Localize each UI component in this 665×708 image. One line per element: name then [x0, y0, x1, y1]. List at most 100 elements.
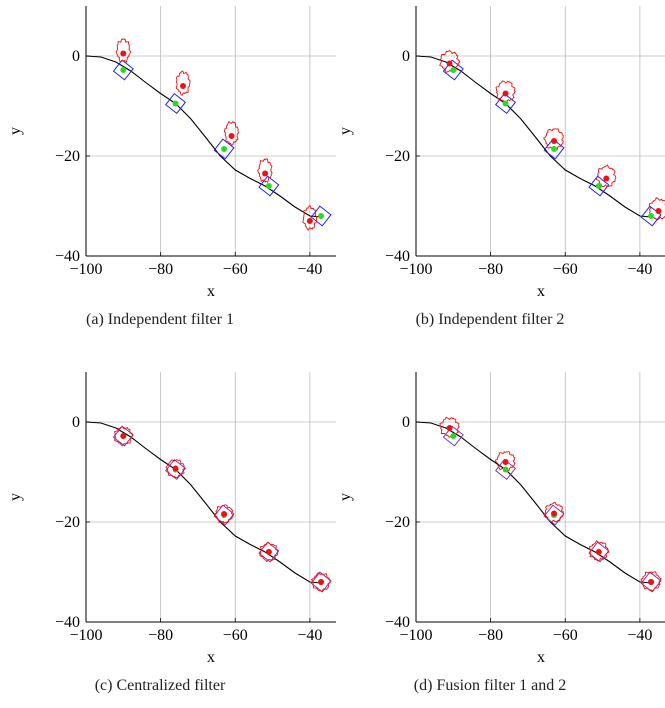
estimate-point — [306, 218, 313, 224]
estimate-contour — [648, 196, 665, 221]
truth-point — [318, 213, 325, 219]
estimate-contour — [257, 158, 273, 183]
y-tick-label: −20 — [385, 514, 410, 531]
estimate-contour — [214, 504, 234, 524]
estimate-contour — [595, 164, 617, 188]
x-tick-label: −100 — [399, 261, 432, 278]
uncertainty-box — [213, 138, 235, 160]
estimate-contour — [302, 204, 318, 232]
caption-panel-a: (a) Independent filter 1 — [86, 311, 234, 328]
truth-point — [502, 100, 509, 107]
estimate-point — [262, 170, 269, 177]
truth-point — [551, 146, 558, 152]
y-axis-label: y — [337, 493, 354, 501]
uncertainty-box — [495, 92, 517, 115]
panel-b: −100 −80 −60 −40 0 −20 −40 x y — [330, 0, 665, 300]
y-tick-label: 0 — [402, 48, 410, 65]
estimate-point — [502, 459, 509, 465]
trajectory-line — [415, 55, 652, 218]
truth-point — [172, 100, 179, 107]
x-tick-label: −100 — [399, 627, 432, 644]
truth-point — [450, 67, 457, 73]
estimate-contour — [165, 459, 185, 479]
uncertainty-box — [640, 205, 662, 227]
estimate-point — [446, 60, 453, 67]
x-tick-label: −80 — [148, 261, 173, 278]
panel-c: −100 −80 −60 −40 0 −20 −40 x y — [0, 366, 336, 666]
estimate-point — [120, 50, 127, 57]
chart-panel-a: −100 −80 −60 −40 0 −20 −40 x y — [7, 6, 336, 300]
uncertainty-box — [495, 458, 517, 481]
uncertainty-box — [588, 541, 610, 563]
x-tick-label: −60 — [553, 261, 578, 278]
uncertainty-box — [258, 541, 280, 563]
truth-point — [502, 466, 509, 473]
uncertainty-box — [588, 175, 610, 197]
panel-a: −100 −80 −60 −40 0 −20 −40 x y — [0, 0, 336, 300]
truth-point — [648, 213, 655, 219]
trajectory-line — [415, 421, 652, 584]
estimate-contour — [543, 128, 564, 151]
uncertainty-box — [258, 175, 280, 197]
estimate-point — [595, 549, 602, 555]
truth-point — [221, 146, 228, 152]
x-tick-label: −100 — [69, 261, 102, 278]
truth-point — [595, 183, 602, 189]
estimate-contour — [175, 70, 191, 97]
y-tick-label: −20 — [55, 514, 80, 531]
x-tick-label: −80 — [148, 627, 173, 644]
y-tick-label: 0 — [402, 414, 410, 431]
estimate-contour — [115, 38, 132, 63]
estimate-point — [318, 579, 325, 585]
estimate-contour — [495, 80, 516, 104]
estimate-point — [446, 425, 453, 431]
trajectory-line — [85, 55, 322, 218]
x-tick-label: −60 — [223, 627, 248, 644]
y-tick-label: −40 — [385, 248, 410, 265]
estimate-contour — [113, 426, 134, 447]
x-tick-label: −60 — [553, 627, 578, 644]
estimate-point — [228, 133, 235, 139]
caption-panel-b: (b) Independent filter 2 — [415, 311, 565, 328]
estimate-contour — [259, 541, 279, 563]
x-tick-label: −80 — [478, 627, 503, 644]
uncertainty-box — [112, 425, 134, 447]
estimate-contour — [494, 451, 516, 472]
truth-point — [120, 67, 127, 73]
y-tick-label: −20 — [55, 148, 80, 165]
x-tick-label: −40 — [627, 261, 652, 278]
y-tick-label: 0 — [72, 48, 80, 65]
y-tick-label: 0 — [72, 414, 80, 431]
panel-d: −100 −80 −60 −40 0 −20 −40 x y — [330, 366, 665, 666]
estimate-contour — [640, 571, 662, 592]
chart-panel-d: −100 −80 −60 −40 0 −20 −40 x y — [337, 372, 665, 666]
y-axis-label: y — [7, 493, 24, 501]
estimate-point — [502, 90, 509, 97]
uncertainty-box — [543, 138, 565, 160]
y-tick-label: −20 — [385, 148, 410, 165]
estimate-point — [120, 433, 127, 439]
x-axis-label: x — [537, 649, 545, 666]
estimate-point — [603, 175, 610, 182]
chart-panel-b: −100 −80 −60 −40 0 −20 −40 x y — [337, 6, 665, 300]
estimate-point — [221, 511, 228, 517]
y-axis-label: y — [337, 127, 354, 135]
y-tick-label: −40 — [55, 248, 80, 265]
estimate-point — [172, 465, 179, 472]
chart-panel-c: −100 −80 −60 −40 0 −20 −40 x y — [7, 372, 336, 666]
estimate-point — [655, 208, 662, 214]
estimate-contour — [223, 120, 239, 146]
estimate-contour — [310, 572, 331, 593]
y-tick-label: −40 — [385, 614, 410, 631]
uncertainty-box — [310, 571, 332, 593]
caption-panel-d: (d) Fusion filter 1 and 2 — [413, 677, 567, 694]
x-axis-label: x — [207, 649, 215, 666]
estimate-point — [551, 138, 558, 144]
x-tick-label: −100 — [69, 627, 102, 644]
x-tick-label: −40 — [297, 261, 322, 278]
x-axis-label: x — [537, 283, 545, 300]
x-tick-label: −60 — [223, 261, 248, 278]
uncertainty-box — [165, 92, 187, 115]
x-tick-label: −40 — [627, 627, 652, 644]
estimate-point — [648, 579, 655, 585]
